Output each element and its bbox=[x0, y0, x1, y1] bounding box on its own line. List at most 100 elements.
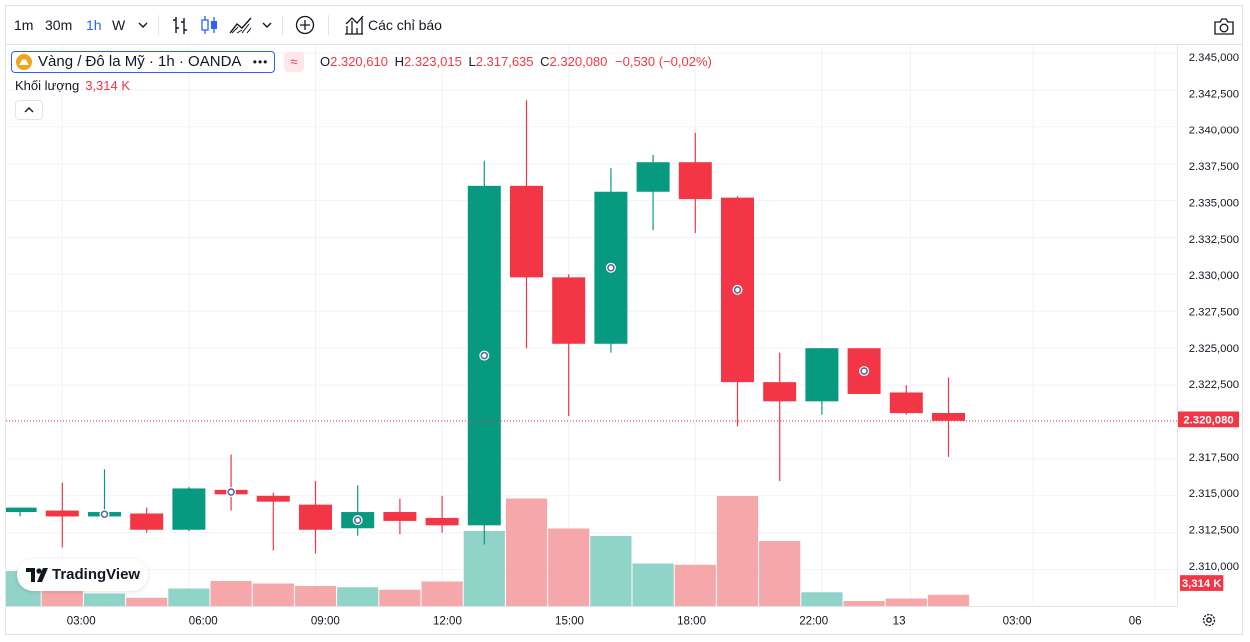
volume-bar bbox=[927, 594, 970, 606]
price-axis[interactable]: 2.345,000 2.342,500 2.340,000 2.337,500 2.33… bbox=[1177, 45, 1243, 606]
indicators-button[interactable]: Các chỉ báo bbox=[368, 17, 442, 33]
volume-bar bbox=[421, 581, 463, 606]
interval-1h[interactable]: 1h bbox=[86, 17, 102, 33]
event-marker-dot bbox=[860, 367, 868, 375]
price-tick-label: 2.332,500 bbox=[1189, 234, 1239, 246]
volume-bar bbox=[210, 581, 252, 606]
price-tick-label: 2.342,500 bbox=[1189, 88, 1239, 100]
volume-bar bbox=[843, 601, 885, 606]
toolbar-separator bbox=[158, 15, 159, 35]
candle-body bbox=[6, 507, 37, 513]
price-tick-label: 2.330,000 bbox=[1189, 270, 1239, 282]
candle-body bbox=[45, 510, 79, 517]
approx-icon[interactable]: ≈ bbox=[284, 52, 304, 72]
price-tick-label: 2.345,000 bbox=[1189, 52, 1239, 64]
time-tick-label: 03:00 bbox=[1003, 615, 1032, 627]
volume-bar bbox=[716, 496, 759, 606]
event-marker-dot bbox=[100, 510, 109, 519]
price-tick-label: 2.325,000 bbox=[1189, 343, 1239, 355]
candle-body bbox=[425, 517, 459, 526]
event-marker-dot bbox=[607, 263, 615, 272]
price-tick-label: 2.310,000 bbox=[1189, 561, 1239, 573]
time-tick-label: 22:00 bbox=[799, 615, 828, 627]
chevron-down-icon[interactable] bbox=[261, 6, 273, 44]
time-tick-label: 09:00 bbox=[311, 615, 340, 627]
interval-w[interactable]: W bbox=[112, 17, 126, 33]
candle-body bbox=[299, 504, 332, 530]
candle-body bbox=[636, 162, 670, 192]
time-tick-label: 06:00 bbox=[189, 615, 218, 627]
time-tick-label: 03:00 bbox=[67, 615, 96, 627]
price-tick-label: 2.322,500 bbox=[1189, 379, 1239, 391]
candle-body bbox=[256, 495, 290, 502]
price-tick-label: 2.312,500 bbox=[1189, 525, 1239, 537]
time-axis[interactable]: 03:00 06:00 09:00 12:00 15:00 18:00 22:00 13 03:… bbox=[6, 606, 1177, 634]
volume-tag: 3,314 K bbox=[1179, 575, 1224, 591]
last-price-label: 2.320,080 bbox=[1183, 414, 1233, 426]
more-options-icon[interactable]: ••• bbox=[252, 55, 269, 69]
gold-symbol-icon bbox=[16, 54, 32, 70]
chart-frame bbox=[5, 5, 1243, 635]
time-tick-label: 18:00 bbox=[677, 615, 706, 627]
candle-body bbox=[678, 162, 712, 200]
volume-bar bbox=[252, 583, 294, 606]
interval-30m[interactable]: 30m bbox=[45, 17, 73, 33]
close-value: 2.320,080 bbox=[549, 54, 608, 69]
time-tick-label: 06 bbox=[1129, 615, 1142, 627]
low-key: L bbox=[468, 54, 476, 69]
event-marker-dot bbox=[480, 351, 489, 360]
volume-legend-value: 3,314 K bbox=[85, 78, 131, 93]
tradingview-logo-icon bbox=[26, 568, 48, 582]
price-tick-label: 2.335,000 bbox=[1189, 197, 1239, 209]
interval-1m[interactable]: 1m bbox=[14, 17, 34, 33]
candlestick-plot[interactable] bbox=[6, 45, 1177, 606]
event-marker-dot bbox=[353, 516, 362, 524]
top-toolbar: 1m 30m 1h W Các chỉ báo bbox=[6, 6, 1242, 45]
candle-body bbox=[932, 412, 965, 421]
chevron-down-icon[interactable] bbox=[137, 6, 149, 44]
open-value: 2.320,610 bbox=[330, 54, 388, 69]
volume-bar bbox=[759, 541, 801, 606]
add-compare-icon[interactable] bbox=[294, 6, 316, 44]
toolbar-separator bbox=[282, 15, 283, 35]
low-value: 2.317,635 bbox=[475, 54, 534, 69]
volume-bar bbox=[885, 598, 927, 606]
tradingview-logo[interactable]: TradingView bbox=[17, 559, 148, 591]
volume-tag-label: 3,314 K bbox=[1182, 578, 1222, 590]
candle-body bbox=[889, 392, 923, 414]
volume-legend[interactable]: Khối lượng 3,314 K bbox=[15, 77, 130, 95]
symbol-title: Vàng / Đô la Mỹ · 1h · OANDA bbox=[38, 53, 241, 70]
bar-chart-icon[interactable] bbox=[170, 6, 190, 44]
candle-body bbox=[383, 512, 417, 521]
volume-bar bbox=[548, 528, 590, 606]
event-marker-dot bbox=[227, 488, 235, 496]
settings-gear-icon[interactable] bbox=[1201, 612, 1217, 633]
candles-icon[interactable] bbox=[199, 6, 221, 44]
change-value: −0,530 (−0,02%) bbox=[615, 54, 712, 69]
volume-bar bbox=[632, 563, 674, 606]
candle-body bbox=[805, 348, 839, 402]
tradingview-logo-text: TradingView bbox=[52, 566, 141, 583]
volume-legend-label: Khối lượng bbox=[15, 78, 80, 93]
symbol-legend[interactable]: Vàng / Đô la Mỹ · 1h · OANDA ••• bbox=[11, 51, 276, 73]
candle-body bbox=[130, 513, 164, 530]
area-chart-icon[interactable] bbox=[228, 6, 254, 44]
high-value: 2.323,015 bbox=[403, 54, 462, 69]
high-key: H bbox=[394, 54, 404, 69]
indicators-icon[interactable] bbox=[343, 6, 365, 44]
price-tick-label: 2.317,500 bbox=[1189, 452, 1239, 464]
price-tick-label: 2.327,500 bbox=[1189, 306, 1239, 318]
toolbar-separator bbox=[328, 15, 329, 35]
candle-body bbox=[763, 382, 797, 402]
candle-body bbox=[552, 277, 586, 344]
price-tick-label: 2.340,000 bbox=[1189, 125, 1239, 137]
volume-bar bbox=[801, 592, 843, 606]
volume-bar bbox=[168, 588, 210, 606]
camera-icon[interactable] bbox=[1213, 16, 1235, 41]
event-marker-dot bbox=[733, 286, 742, 294]
collapse-legend-button[interactable] bbox=[15, 100, 43, 120]
close-key: C bbox=[540, 54, 550, 69]
last-price-tag: 2.320,080 bbox=[1178, 411, 1240, 428]
volume-bar bbox=[674, 564, 716, 606]
open-key: O bbox=[320, 54, 331, 69]
